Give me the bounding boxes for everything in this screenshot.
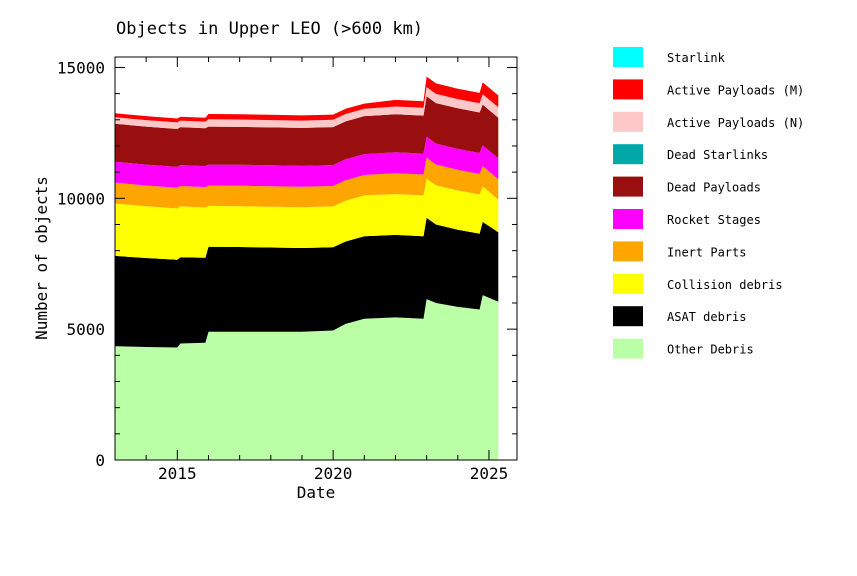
area-series-active-payloads-m xyxy=(115,76,499,123)
legend-swatch xyxy=(613,79,643,100)
area-series-other-debris xyxy=(115,295,499,460)
legend-swatch xyxy=(613,241,643,262)
legend-entry: Dead Starlinks xyxy=(613,144,768,165)
area-series-rocket-stages xyxy=(115,136,499,188)
y-tick-label: 5000 xyxy=(66,320,105,339)
legend-label: Rocket Stages xyxy=(667,213,761,227)
legend-swatch xyxy=(613,176,643,197)
area-series-dead-payloads xyxy=(115,96,499,167)
legend-label: Active Payloads (M) xyxy=(667,83,804,97)
legend-swatch xyxy=(613,209,643,229)
legend-label: Inert Parts xyxy=(667,245,746,259)
area-series-inert-parts xyxy=(115,157,499,209)
legend-entry: ASAT debris xyxy=(613,306,746,327)
x-tick-label: 2015 xyxy=(158,464,197,483)
legend: Starlink Active Payloads (M) Active Payloa… xyxy=(613,47,804,359)
legend-label: Starlink xyxy=(667,51,726,65)
legend-swatch xyxy=(613,338,643,359)
x-axis-label: Date xyxy=(297,483,336,502)
legend-label: Dead Payloads xyxy=(667,181,761,195)
y-tick-label: 0 xyxy=(95,451,105,470)
legend-label: Collision debris xyxy=(667,278,783,292)
x-tick-label: 2025 xyxy=(470,464,509,483)
legend-entry: Rocket Stages xyxy=(613,209,761,229)
y-axis-label: Number of objects xyxy=(32,176,51,340)
plot-frame xyxy=(114,56,518,461)
y-tick-label: 10000 xyxy=(57,189,105,208)
legend-entry: Inert Parts xyxy=(613,241,746,262)
legend-swatch xyxy=(613,306,643,327)
area-series-active-payloads-n xyxy=(115,87,499,129)
legend-label: ASAT debris xyxy=(667,310,746,324)
legend-entry: Active Payloads (N) xyxy=(613,111,804,132)
legend-swatch xyxy=(613,47,643,67)
legend-entry: Other Debris xyxy=(613,338,754,359)
area-series-asat-debris xyxy=(115,217,499,348)
legend-entry: Starlink xyxy=(613,47,726,67)
legend-swatch xyxy=(613,144,643,165)
legend-swatch xyxy=(613,111,643,132)
legend-entry: Active Payloads (M) xyxy=(613,79,804,100)
legend-entry: Dead Payloads xyxy=(613,176,761,197)
area-layers xyxy=(115,76,499,460)
legend-label: Other Debris xyxy=(667,343,754,357)
axis-ticks: 0 5000 10000 15000 2015 2020 2025 xyxy=(57,57,517,483)
x-tick-label: 2020 xyxy=(314,464,353,483)
legend-entry: Collision debris xyxy=(613,273,783,294)
area-series-collision-debris xyxy=(115,178,499,260)
legend-label: Active Payloads (N) xyxy=(667,116,804,130)
chart-title: Objects in Upper LEO (>600 km) xyxy=(116,19,423,39)
legend-swatch xyxy=(613,273,643,294)
legend-label: Dead Starlinks xyxy=(667,148,768,162)
y-tick-label: 15000 xyxy=(57,58,105,77)
